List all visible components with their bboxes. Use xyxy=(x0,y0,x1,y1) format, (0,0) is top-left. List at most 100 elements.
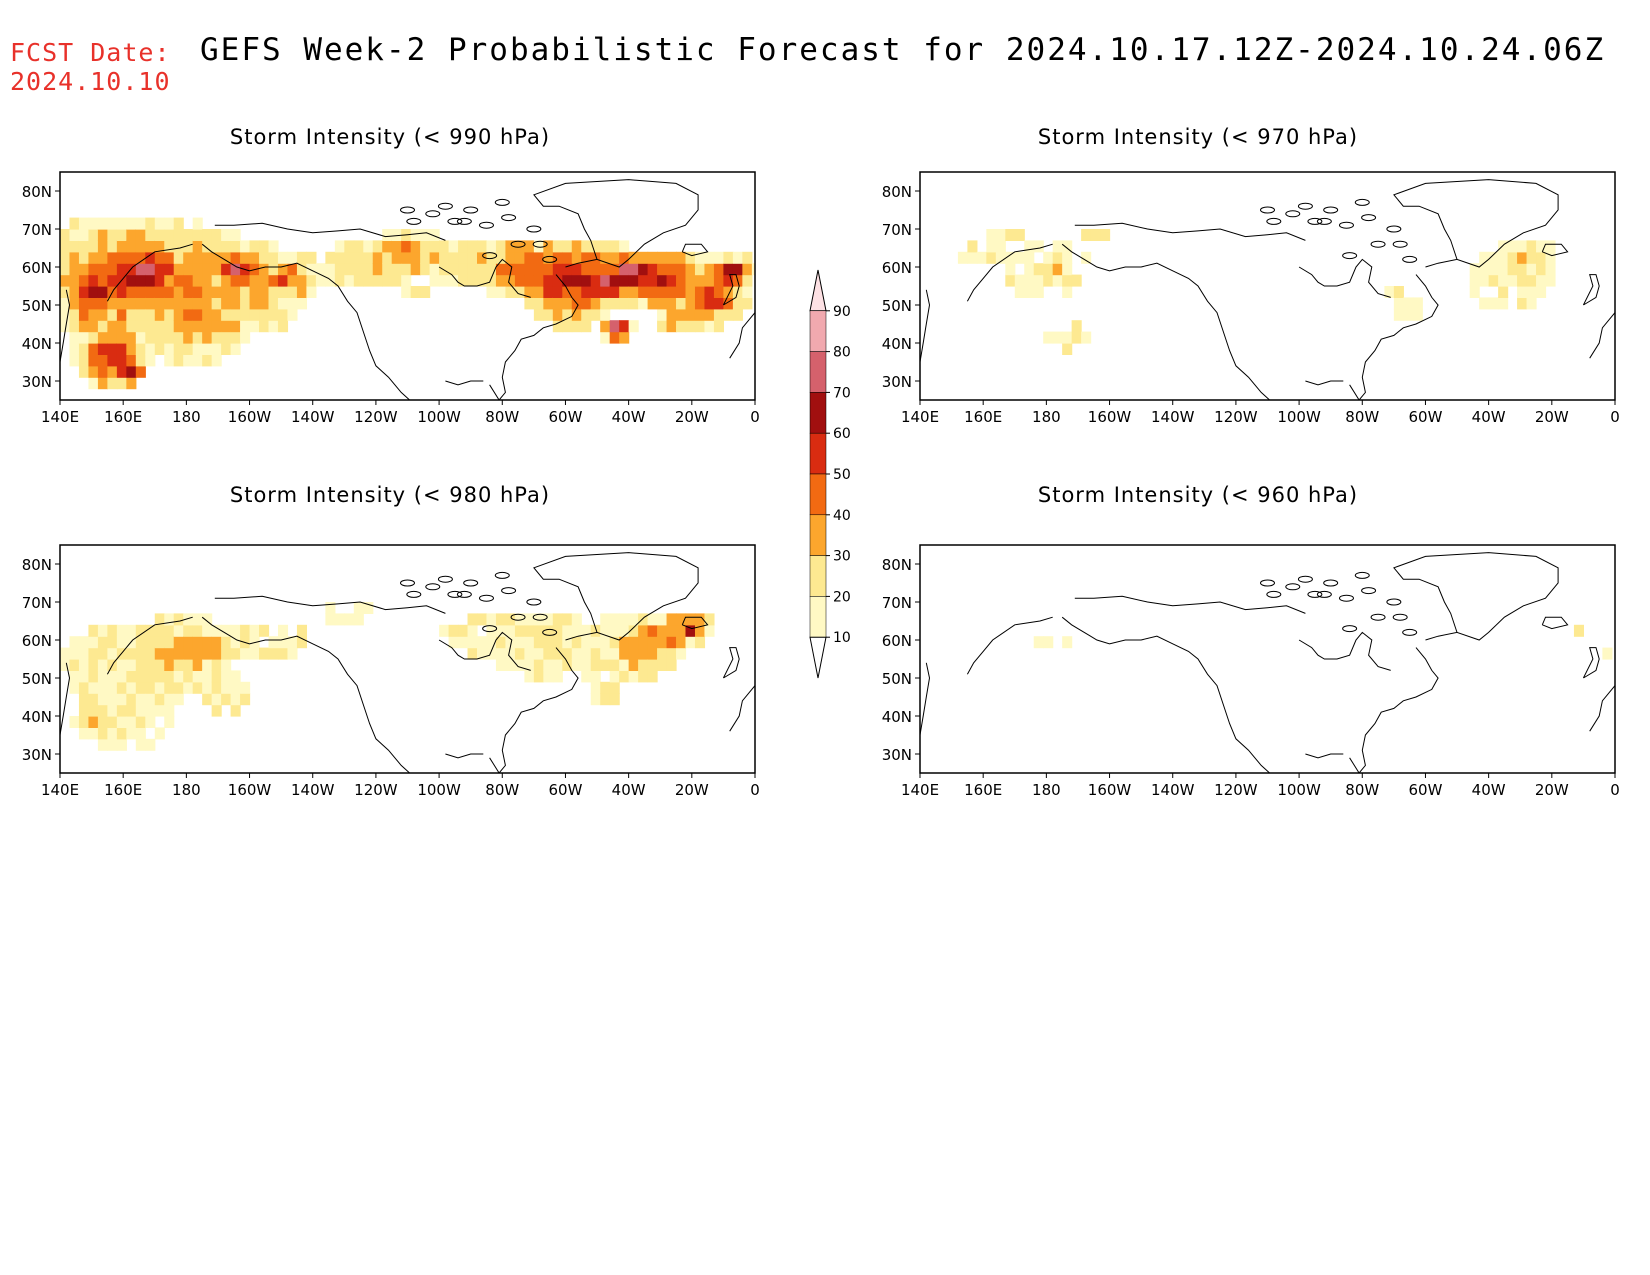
prob-cell xyxy=(69,274,80,287)
prob-cell xyxy=(628,670,639,683)
island-outline xyxy=(1323,579,1339,587)
prob-cell xyxy=(732,308,743,321)
prob-cell xyxy=(1071,274,1082,287)
coastlines xyxy=(920,552,1615,773)
prob-cell xyxy=(249,308,260,321)
prob-cell xyxy=(107,343,118,355)
prob-cell xyxy=(1062,286,1073,298)
lat-tick-label: 70N xyxy=(22,221,52,239)
prob-cell xyxy=(202,251,213,264)
prob-cell xyxy=(694,286,706,298)
lon-tick-label: 80W xyxy=(485,408,519,426)
prob-cell xyxy=(448,251,459,264)
prob-cell xyxy=(533,308,544,321)
prob-cell xyxy=(135,636,146,649)
prob-cell xyxy=(581,240,592,253)
prob-cell xyxy=(1536,286,1547,298)
coastline xyxy=(533,179,699,268)
prob-cell xyxy=(116,636,127,649)
prob-cell xyxy=(552,647,563,660)
prob-cell xyxy=(69,659,80,671)
prob-cell xyxy=(78,297,90,310)
prob-cell xyxy=(107,354,118,367)
prob-cell xyxy=(429,274,440,287)
prob-cell xyxy=(145,263,156,276)
prob-cell xyxy=(126,693,137,706)
prob-cell xyxy=(296,286,308,298)
prob-cell xyxy=(183,240,194,253)
prob-cell xyxy=(638,624,649,637)
lat-tick-label: 60N xyxy=(22,632,52,650)
prob-cell xyxy=(78,274,90,287)
prob-cell xyxy=(524,636,535,649)
prob-cell xyxy=(230,274,241,287)
lon-tick-label: 140W xyxy=(1151,408,1195,426)
prob-cell xyxy=(619,286,630,298)
prob-cell xyxy=(1517,251,1528,264)
island-outline xyxy=(1386,225,1402,233)
prob-cell xyxy=(60,263,71,276)
map-panel-p970: 80N 70N 60N 50N 40N 30N 140E 160E 180 160W 140W 120… xyxy=(882,171,1620,426)
prob-cell xyxy=(88,647,99,660)
prob-cell xyxy=(240,286,251,298)
prob-cell xyxy=(268,263,279,276)
prob-cell xyxy=(1090,229,1101,241)
prob-cell xyxy=(514,647,525,660)
prob-cell xyxy=(154,681,165,694)
prob-cell xyxy=(1052,331,1063,344)
prob-cell xyxy=(429,263,440,276)
prob-cell xyxy=(135,308,146,321)
prob-cell xyxy=(1393,286,1404,298)
prob-cell xyxy=(420,240,431,253)
prob-cell xyxy=(107,308,118,321)
prob-cell xyxy=(221,251,232,264)
prob-cell xyxy=(202,343,213,355)
prob-cell xyxy=(221,693,232,706)
prob-cell xyxy=(552,308,563,321)
prob-cell xyxy=(154,693,165,706)
prob-cell xyxy=(1393,308,1404,321)
prob-cell xyxy=(164,297,175,310)
prob-cell xyxy=(372,240,383,253)
prob-cell xyxy=(192,647,203,660)
prob-cell xyxy=(439,274,450,287)
prob-cell xyxy=(353,602,364,614)
prob-cell xyxy=(202,624,213,637)
prob-cell xyxy=(154,320,165,333)
prob-cell xyxy=(192,297,203,310)
prob-cell xyxy=(590,297,601,310)
prob-cell xyxy=(543,308,554,321)
prob-cell xyxy=(230,331,241,344)
prob-cell xyxy=(353,613,364,626)
prob-cell xyxy=(571,308,582,321)
prob-cell xyxy=(135,670,146,683)
prob-cell xyxy=(211,343,222,355)
prob-cell xyxy=(676,274,687,287)
prob-cell xyxy=(211,354,222,367)
panel-title-960: Storm Intensity (< 960 hPa) xyxy=(1037,483,1359,507)
prob-cell xyxy=(126,274,137,287)
prob-cell xyxy=(600,636,611,649)
prob-cell xyxy=(315,274,326,287)
panel-title-990: Storm Intensity (< 990 hPa) xyxy=(229,125,551,149)
prob-cell xyxy=(183,286,194,298)
prob-cell xyxy=(145,704,156,717)
prob-cell xyxy=(268,647,279,660)
prob-cell xyxy=(240,647,251,660)
prob-cell xyxy=(590,274,601,287)
lat-tick-label: 30N xyxy=(882,373,912,391)
prob-cell xyxy=(107,217,118,230)
prob-cell xyxy=(1498,286,1509,298)
prob-cell xyxy=(126,240,137,253)
prob-cell xyxy=(657,308,668,321)
prob-cell xyxy=(600,331,611,344)
prob-cell xyxy=(107,263,118,276)
prob-cell xyxy=(543,274,554,287)
prob-cell xyxy=(552,251,563,264)
prob-cell xyxy=(116,263,127,276)
prob-cell xyxy=(145,229,156,241)
prob-cell xyxy=(88,704,99,717)
island-outline xyxy=(501,214,517,222)
island-outline xyxy=(1392,240,1408,248)
prob-cell xyxy=(135,693,146,706)
